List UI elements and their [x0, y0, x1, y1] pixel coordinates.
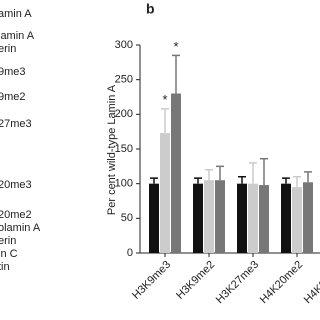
bar [281, 183, 291, 253]
x-tick-label: H4K20me2 [258, 259, 305, 306]
side-label: 9me3 [0, 66, 26, 78]
side-label: lamin A [0, 30, 35, 42]
y-tick-label: 250 [115, 74, 133, 86]
side-label: erin [0, 235, 16, 247]
bar [193, 183, 203, 253]
bar [292, 187, 302, 253]
bar [248, 183, 258, 253]
side-label: 20me3 [0, 179, 32, 191]
x-tick-label: H3K9me2 [174, 259, 217, 302]
side-label: amin A [0, 8, 32, 20]
significance-marker: * [162, 92, 167, 107]
bar [215, 180, 225, 253]
bar [303, 182, 313, 253]
side-label: 20me2 [0, 209, 32, 221]
side-label: olamin A [0, 222, 41, 234]
significance-marker: * [173, 39, 178, 54]
x-tick-label: H4K20me3 [302, 259, 320, 306]
bar [171, 93, 181, 254]
x-tick-label: H3K9me3 [130, 259, 173, 302]
bar [237, 183, 247, 253]
y-tick-label: 150 [115, 143, 133, 155]
y-tick-label: 300 [115, 39, 133, 51]
bar [149, 183, 159, 253]
bar [259, 185, 269, 253]
panel-label: b [146, 1, 155, 17]
y-tick-label: 100 [115, 178, 133, 190]
side-label: in C [0, 248, 18, 260]
y-tick-label: 0 [127, 247, 133, 259]
side-label: erin [0, 43, 16, 55]
x-tick-label: H3K27me3 [214, 259, 261, 306]
side-label: tin [0, 261, 10, 273]
y-tick-label: 50 [121, 212, 133, 224]
bar [204, 180, 214, 253]
side-label: 27me3 [0, 118, 32, 130]
bar [160, 133, 170, 253]
side-label: 9me2 [0, 91, 26, 103]
y-axis-label: Per cent wild-type Lamin A [106, 84, 118, 215]
y-tick-label: 200 [115, 108, 133, 120]
